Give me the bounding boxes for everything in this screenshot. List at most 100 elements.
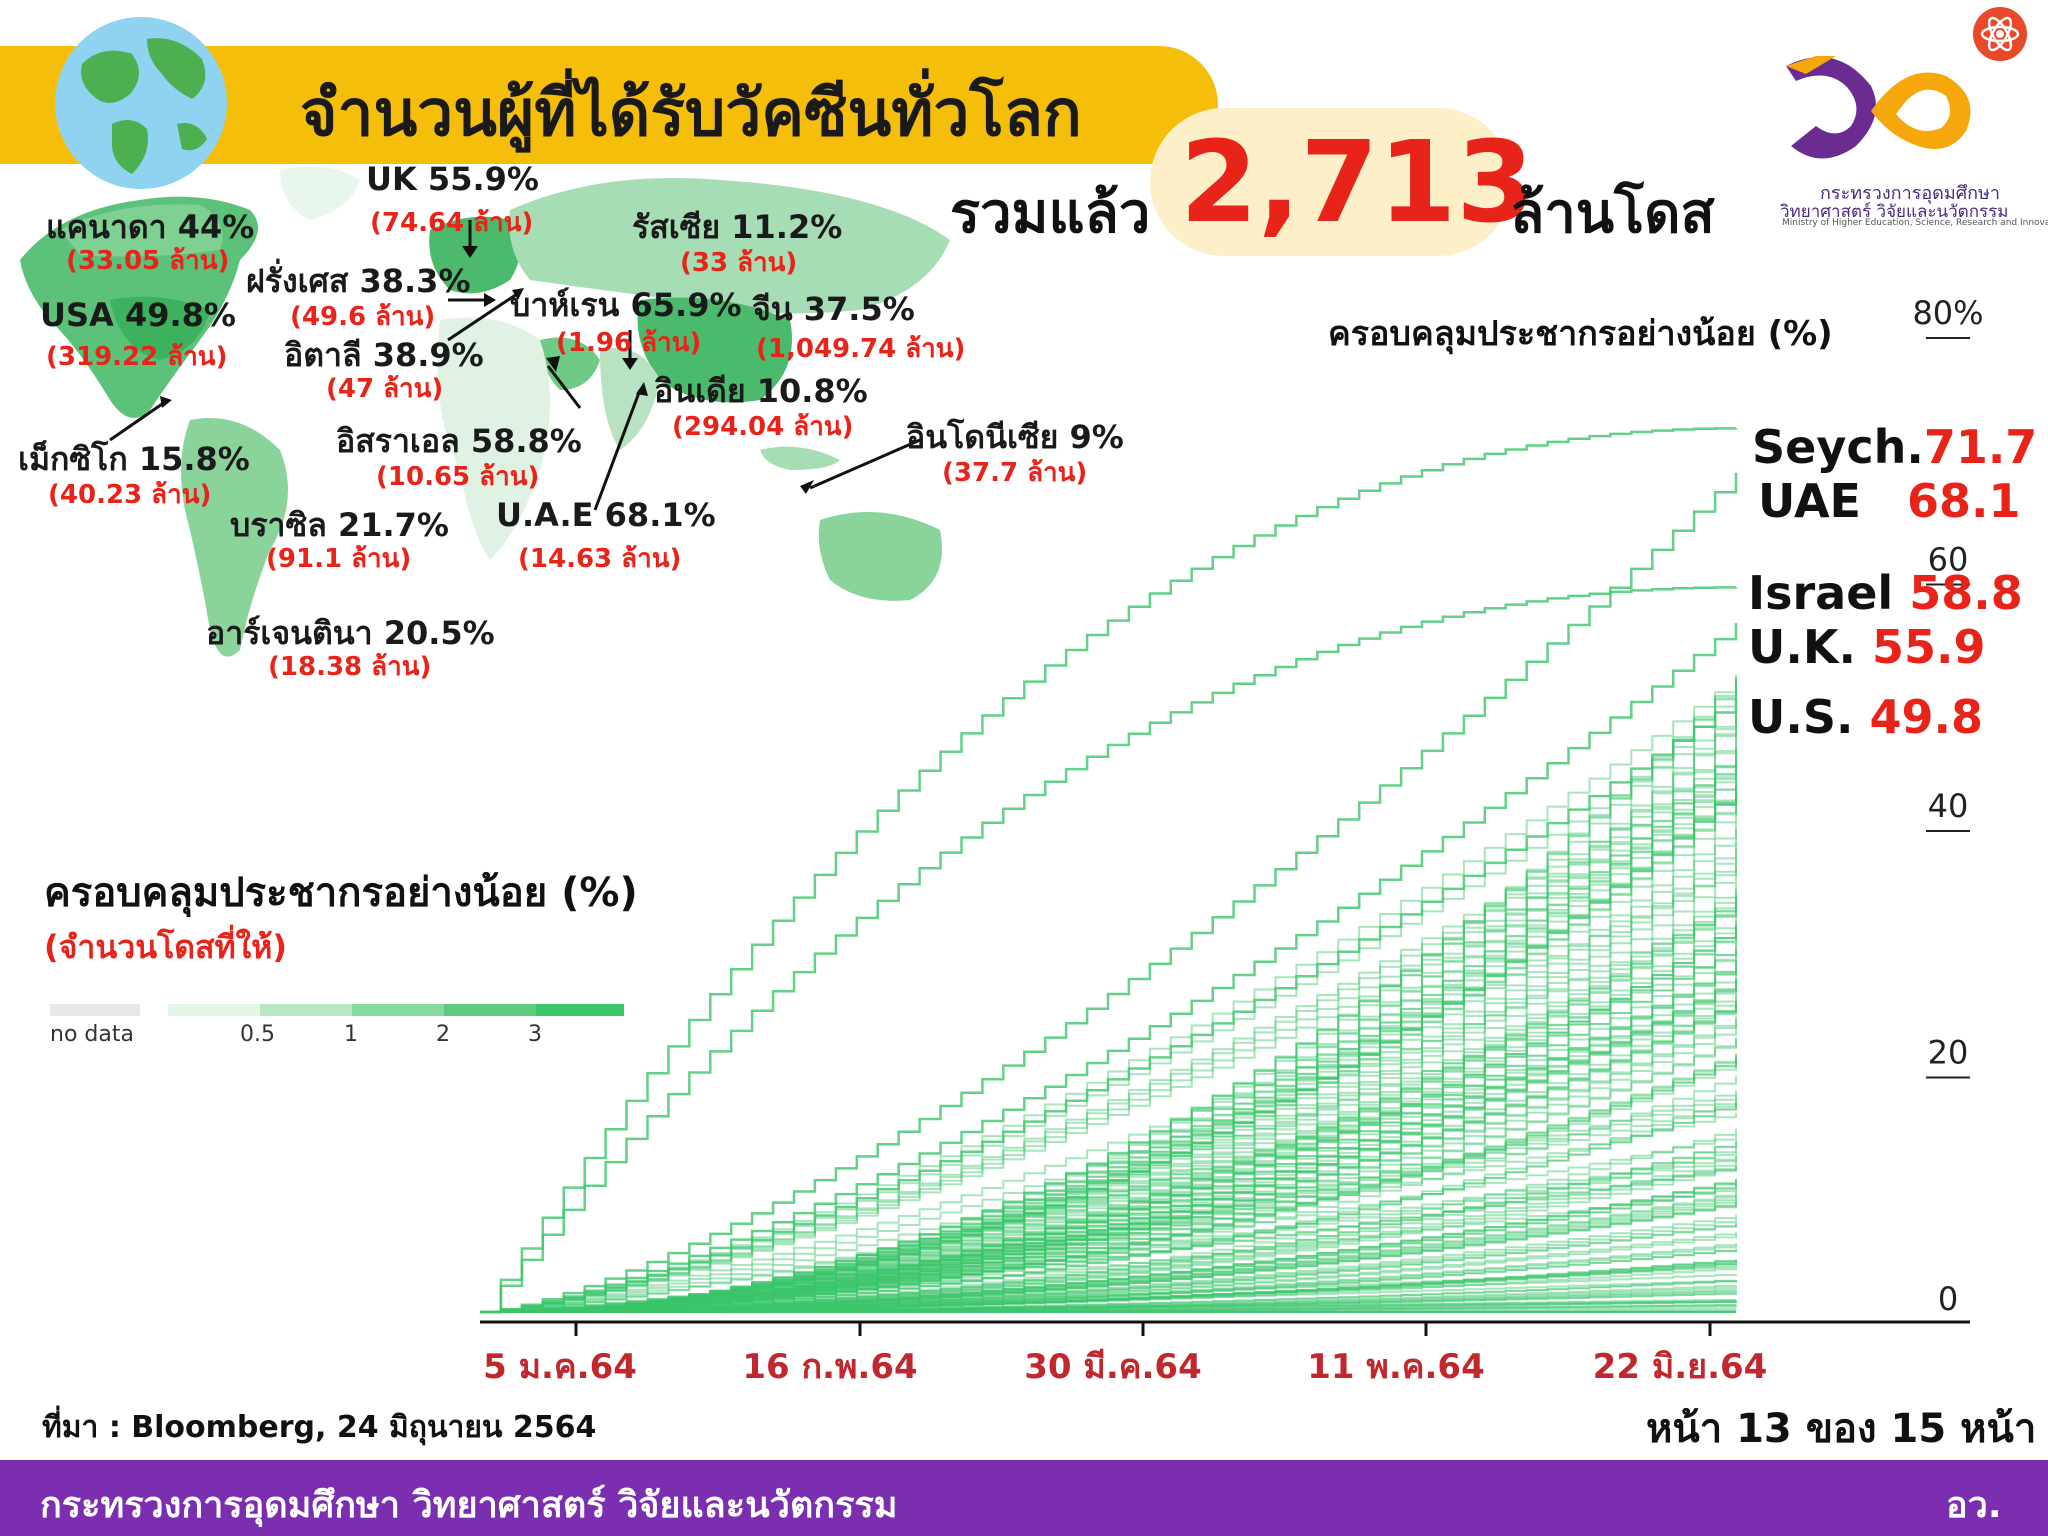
country-line	[480, 1292, 1737, 1313]
country-line	[480, 901, 1737, 1313]
y-tick-label: 0	[1938, 1280, 1958, 1318]
country-line	[480, 1094, 1737, 1313]
country-line	[480, 1053, 1737, 1313]
series-line-us	[480, 698, 1738, 1314]
map-sub-france: (49.6 ล้าน)	[290, 302, 436, 332]
map-label-russia: รัสเซีย 11.2%	[632, 208, 843, 246]
map-label-china: จีน 37.5%	[752, 290, 915, 328]
map-label-indonesia: อินโดนีเซีย 9%	[906, 418, 1124, 456]
country-line	[480, 920, 1737, 1313]
map-label-argentina: อาร์เจนตินา 20.5%	[206, 614, 495, 652]
country-line	[480, 864, 1737, 1313]
country-line	[480, 1193, 1737, 1313]
country-line	[480, 960, 1737, 1313]
country-line	[480, 1201, 1737, 1313]
map-sub-uk: (74.64 ล้าน)	[370, 208, 534, 238]
country-line	[480, 1287, 1737, 1313]
series-line-uae	[480, 472, 1738, 1314]
country-line	[480, 1151, 1737, 1313]
country-line	[480, 1002, 1737, 1313]
country-line	[480, 1285, 1737, 1313]
country-line	[480, 1101, 1737, 1313]
legend-subtitle: (จำนวนโดสที่ให้)	[44, 928, 287, 966]
country-line	[480, 978, 1737, 1313]
map-sub-usa: (319.22 ล้าน)	[46, 342, 228, 372]
x-ticks: 5 ม.ค.64 16 ก.พ.64 30 มี.ค.64 11 พ.ค.64 22 ม…	[483, 1322, 1767, 1387]
country-line	[480, 1280, 1737, 1313]
country-line	[480, 894, 1737, 1313]
label-us: U.S. 49.8	[1748, 690, 1983, 744]
map-label-israel: อิสราเอล 58.8%	[336, 422, 582, 460]
country-line	[480, 795, 1737, 1313]
country-line	[480, 888, 1737, 1313]
map-label-usa: USA 49.8%	[40, 296, 236, 334]
country-line	[480, 783, 1737, 1313]
country-line	[480, 1223, 1737, 1313]
total-bubble	[1150, 108, 1512, 256]
country-line	[480, 1266, 1737, 1313]
y-tick-label: 80%	[1912, 294, 1983, 332]
label-israel: Israel 58.8	[1748, 566, 2023, 620]
country-line	[480, 868, 1737, 1313]
country-line	[480, 1219, 1737, 1313]
series-line-uk	[480, 623, 1738, 1314]
legend-tick-0: 0.5	[240, 1022, 275, 1047]
country-line	[480, 677, 1737, 1313]
chart-lines	[480, 427, 1738, 1314]
country-line	[480, 1128, 1737, 1313]
x-tick-label: 5 ม.ค.64	[483, 1347, 637, 1387]
source-note: ที่มา : Bloomberg, 24 มิถุนายน 2564	[42, 1410, 597, 1445]
country-line	[480, 1016, 1737, 1313]
country-line	[480, 1259, 1737, 1313]
map-sub-bahrain: (1.96 ล้าน)	[556, 328, 702, 358]
country-line	[480, 963, 1737, 1313]
country-line	[480, 1061, 1737, 1313]
country-line	[480, 758, 1737, 1313]
country-line	[480, 1000, 1737, 1313]
country-line	[480, 785, 1737, 1313]
country-line	[480, 978, 1737, 1313]
country-line	[480, 929, 1737, 1313]
country-line	[480, 1058, 1737, 1313]
footer-ministry-name: กระทรวงการอุดมศึกษา วิทยาศาสตร์ วิจัยและ…	[40, 1485, 898, 1526]
country-line	[480, 856, 1737, 1313]
map-sub-india: (294.04 ล้าน)	[672, 412, 854, 442]
map-label-bahrain: บาห์เรน 65.9%	[510, 286, 742, 324]
country-line	[480, 1057, 1737, 1313]
country-line	[480, 1203, 1737, 1313]
country-line	[480, 1300, 1737, 1313]
legend-tick-3: 3	[528, 1022, 542, 1047]
country-line	[480, 1301, 1737, 1313]
country-line	[480, 1259, 1737, 1313]
country-line	[480, 943, 1737, 1313]
map-label-india: อินเดีย 10.8%	[654, 372, 868, 410]
map-sub-china: (1,049.74 ล้าน)	[756, 334, 966, 364]
world-map	[20, 166, 950, 657]
atom-badge-icon	[1973, 7, 2027, 61]
country-line	[480, 942, 1737, 1313]
logo-text-line3: Ministry of Higher Education, Science, R…	[1782, 218, 2048, 228]
country-line	[480, 1196, 1737, 1313]
country-line	[480, 925, 1737, 1313]
total-doses-number: 2,713	[1180, 118, 1535, 248]
country-line	[480, 1140, 1737, 1313]
country-line	[480, 797, 1737, 1313]
country-line	[480, 1165, 1737, 1313]
logo-text-line2: วิทยาศาสตร์ วิจัยและนวัตกรรม	[1780, 202, 2009, 222]
country-line	[480, 1090, 1737, 1313]
country-line	[480, 1102, 1737, 1313]
country-line	[480, 1025, 1737, 1313]
map-label-brazil: บราซิล 21.7%	[230, 506, 449, 544]
country-line	[480, 1184, 1737, 1313]
y-tick-label: 40	[1928, 787, 1969, 825]
country-line	[480, 928, 1737, 1313]
country-line	[480, 1267, 1737, 1313]
series-line-israel	[480, 586, 1738, 1314]
country-line	[480, 897, 1737, 1313]
legend-no-data: no data	[50, 1022, 134, 1047]
label-uk: U.K. 55.9	[1748, 620, 1986, 674]
country-line	[480, 1179, 1737, 1313]
country-line	[480, 1299, 1737, 1313]
country-line	[480, 1300, 1737, 1313]
country-line	[480, 994, 1737, 1313]
